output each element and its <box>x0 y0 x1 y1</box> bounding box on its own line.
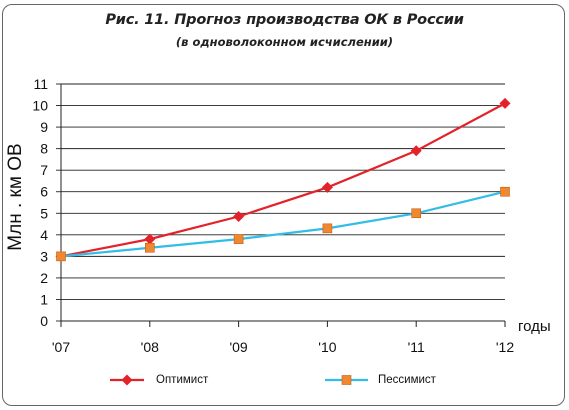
y-tick-label: 8 <box>40 141 48 157</box>
series-0-point <box>233 211 245 223</box>
x-tick-label: '12 <box>496 339 514 355</box>
y-tick-labels: 0 1 2 3 4 5 6 7 8 9 10 11 <box>32 76 48 329</box>
x-tick-label: '07 <box>52 339 70 355</box>
y-tick-label: 0 <box>40 313 48 329</box>
x-tick-label: '11 <box>408 339 425 355</box>
series-0-point <box>499 97 511 109</box>
y-tick-label: 4 <box>40 227 48 243</box>
axes <box>56 83 506 327</box>
y-tick-label: 5 <box>40 205 48 221</box>
y-tick-label: 6 <box>40 184 48 200</box>
x-tick-labels: '07 '08 '09 '10 '11 '12 <box>52 339 514 355</box>
series-1-point <box>411 208 422 219</box>
y-tick-label: 7 <box>40 162 48 178</box>
y-tick-label: 9 <box>40 119 48 135</box>
y-tick-label: 3 <box>40 248 48 264</box>
chart-title: Рис. 11. Прогноз производства ОК в Росси… <box>105 12 464 28</box>
series-1-point <box>233 234 244 244</box>
legend-marker-1 <box>341 375 352 385</box>
y-tick-label: 2 <box>40 270 48 286</box>
series-group <box>55 97 511 262</box>
chart-frame <box>2 4 565 406</box>
chart-subtitle: (в одноволоконном исчислении) <box>175 35 394 49</box>
x-tick-label: '09 <box>229 339 247 355</box>
y-tick-label: 11 <box>33 76 48 92</box>
series-1-point <box>145 242 155 253</box>
series-1-point <box>56 251 66 262</box>
series-0-point <box>410 145 422 157</box>
series-1-point <box>322 223 333 234</box>
series-line-0 <box>60 102 506 258</box>
x-tick-label: '08 <box>141 339 159 355</box>
legend-label-pessimist: Пессимист <box>378 374 436 386</box>
y-axis-label: Млн . км ОВ <box>5 143 26 251</box>
series-1-point <box>500 186 510 197</box>
legend-label-optimist: Оптимист <box>156 374 209 386</box>
legend-marker-0 <box>121 374 133 386</box>
x-axis-label: годы <box>518 318 551 335</box>
series-line-1 <box>60 190 506 258</box>
series-0-point <box>144 233 156 245</box>
grid-lines <box>61 83 505 322</box>
x-tick-label: '10 <box>318 339 336 355</box>
legend <box>110 374 368 386</box>
y-tick-label: 10 <box>32 98 48 114</box>
series-0-point <box>321 181 333 193</box>
y-tick-label: 1 <box>40 291 48 307</box>
